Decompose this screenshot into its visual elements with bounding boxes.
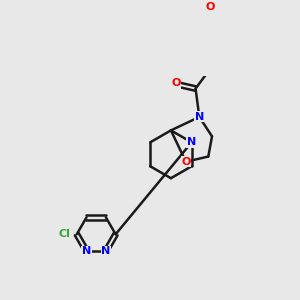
Text: N: N <box>101 246 110 256</box>
Text: N: N <box>82 246 91 256</box>
Text: O: O <box>181 157 190 167</box>
Text: Cl: Cl <box>59 229 71 239</box>
Text: O: O <box>172 78 181 88</box>
Text: N: N <box>187 137 196 147</box>
Text: N: N <box>195 112 204 122</box>
Text: O: O <box>206 2 215 12</box>
